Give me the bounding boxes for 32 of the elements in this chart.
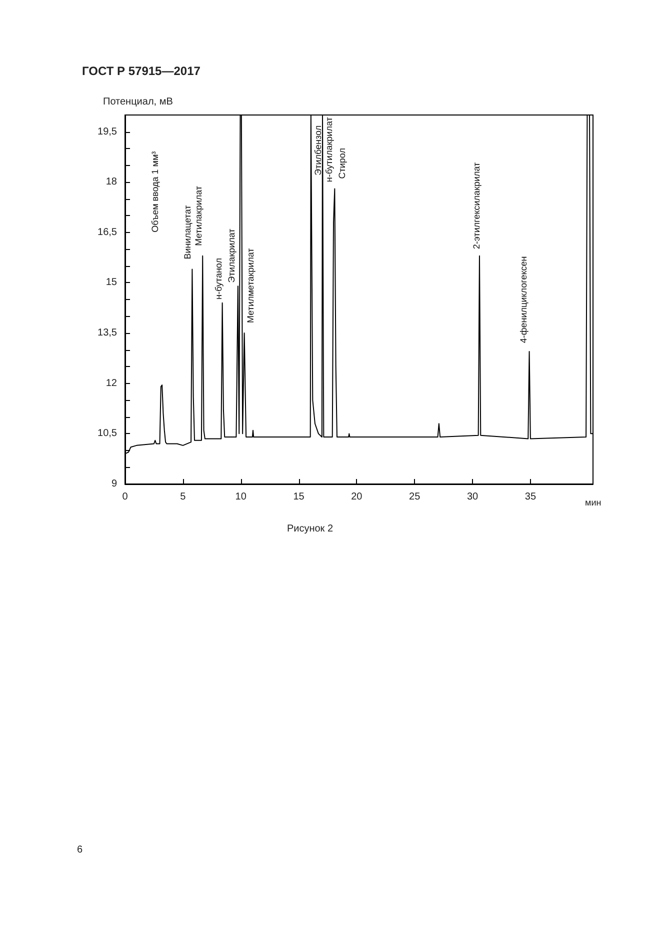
x-tick-label: 10 xyxy=(235,492,247,502)
annotation: н-бутилакрилат xyxy=(324,117,334,182)
text: Рисунок 2 xyxy=(286,524,334,534)
annotation: Метилметакрилат xyxy=(246,248,256,323)
annotation: 2-этилгексилакрилат xyxy=(472,162,482,250)
text: 6 xyxy=(77,844,83,856)
y-tick-label: 16,5 xyxy=(98,226,118,238)
y-tick-label: 9 xyxy=(111,478,118,490)
y-tick-label: 12 xyxy=(106,378,118,389)
x-tick-label: 35 xyxy=(524,492,536,502)
annotation: Этилбензол xyxy=(312,125,323,176)
annotation: Стирол xyxy=(337,148,348,179)
x-tick-label: 30 xyxy=(466,492,479,502)
x-tick-label: 15 xyxy=(293,492,305,502)
chart-title: ГОСТ Р 57915—2017 xyxy=(82,64,201,78)
x-tick-label: 25 xyxy=(409,492,421,502)
annotation: Метилакрилат xyxy=(194,186,204,246)
y-tick-label: 13,5 xyxy=(98,328,118,339)
x-tick-label: 20 xyxy=(351,492,363,502)
annotation: Этилакрилат xyxy=(226,228,237,283)
y-axis-title: Потенциал, мВ xyxy=(103,96,174,108)
x-tick-label: 5 xyxy=(180,492,186,502)
annotation: н-бутанол xyxy=(213,258,224,300)
text: 10,5 xyxy=(98,428,117,440)
annotation: 4-фенилциклогексен xyxy=(518,256,528,344)
y-tick-label: 19,5 xyxy=(98,126,118,138)
y-tick-label: 18 xyxy=(106,176,118,188)
x-tick-label: 0 xyxy=(122,492,128,502)
y-tick-label: 15 xyxy=(106,277,118,288)
x-axis-title: мин xyxy=(585,498,602,508)
annotation: Объем ввода 1 мм³ xyxy=(150,151,160,232)
annotation: Винилацетат xyxy=(182,205,193,260)
